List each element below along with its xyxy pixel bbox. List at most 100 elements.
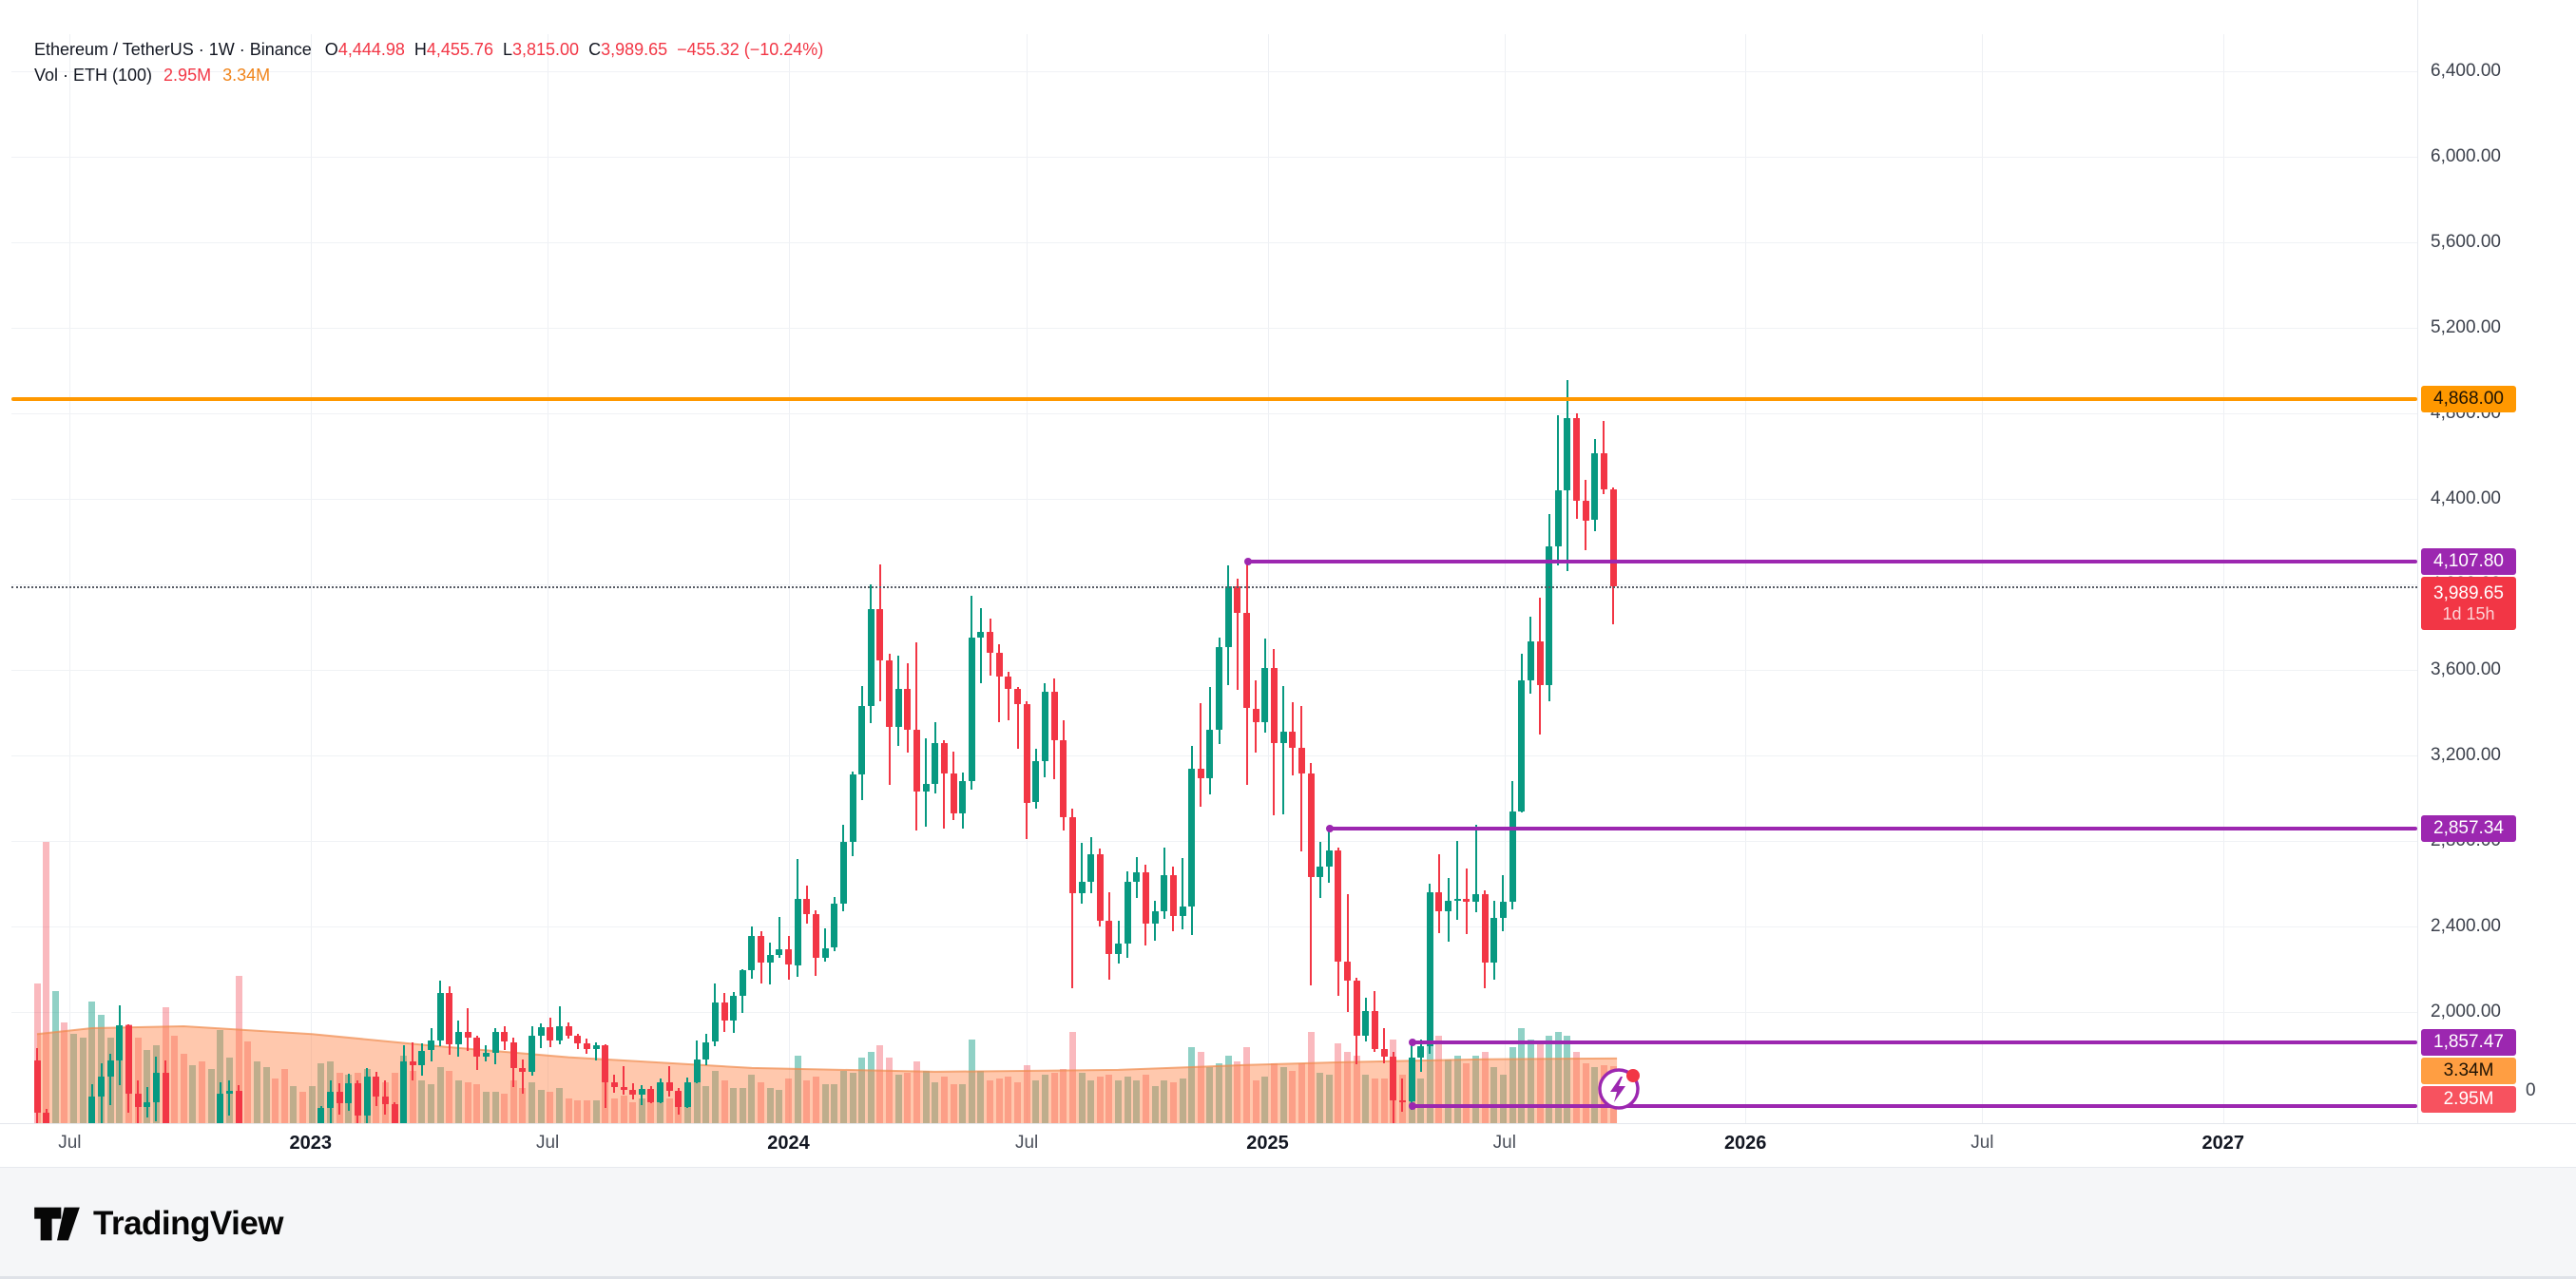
candle-wick: [540, 1023, 543, 1049]
volume-bar: [207, 1068, 215, 1123]
candle-body: [932, 742, 939, 785]
candle-body: [1279, 732, 1287, 743]
candle-wick: [1016, 687, 1019, 750]
candle-wick: [943, 740, 946, 829]
candle-body: [1426, 892, 1433, 1046]
candle-body: [381, 1096, 389, 1105]
candle-body: [162, 1072, 169, 1123]
volume-bar: [1032, 1080, 1040, 1123]
candle-body: [1206, 730, 1214, 778]
price-tick-label: 4,400.00: [2431, 488, 2501, 508]
volume-bar: [409, 1070, 416, 1123]
axis-badge-vol-ma[interactable]: 3.34M: [2421, 1058, 2516, 1085]
axis-badge-line-1857[interactable]: 1,857.47: [2421, 1029, 2516, 1057]
volume-bar: [665, 1098, 673, 1123]
horizontal-line[interactable]: [1326, 825, 2417, 833]
volume-bar: [748, 1075, 756, 1123]
volume-bar: [739, 1088, 746, 1123]
lightning-bolt-icon: [1610, 1077, 1625, 1102]
volume-bar: [1536, 1043, 1544, 1123]
candle-body: [1005, 676, 1012, 690]
candle-wick: [1383, 1027, 1386, 1063]
candle-body: [748, 936, 756, 971]
horizontal-line[interactable]: [1409, 1039, 2417, 1047]
candle-body: [1335, 850, 1342, 963]
volume-bar: [308, 1086, 316, 1123]
horizontal-line[interactable]: [11, 396, 2417, 401]
chart-plot-area[interactable]: [0, 0, 2417, 1123]
price-axis[interactable]: 6,400.00 6,000.00 5,600.00 5,200.00 4,800.00…: [2417, 0, 2576, 1123]
candle-body: [1499, 902, 1507, 918]
axis-badge-ath[interactable]: 4,868.00: [2421, 385, 2516, 412]
candle-body: [1582, 501, 1589, 521]
volume-bar: [244, 1041, 252, 1123]
candle-wick: [1200, 702, 1202, 807]
candle-body: [1564, 417, 1571, 490]
candle-body: [602, 1044, 609, 1083]
ohlc-low: L3,815.00: [502, 39, 580, 59]
candle-body: [1554, 490, 1562, 546]
axis-badge-line-2857[interactable]: 2,857.34: [2421, 815, 2516, 843]
candle-body: [657, 1082, 663, 1102]
candle-body: [491, 1032, 499, 1053]
volume-bar: [932, 1082, 939, 1123]
time-tick-label: Jul: [58, 1133, 82, 1153]
candle-wick: [824, 928, 826, 963]
axis-badge-vol-last[interactable]: 2.95M: [2421, 1086, 2516, 1114]
volume-bar: [730, 1088, 738, 1123]
volume-bar: [70, 1034, 78, 1123]
candle-body: [454, 1032, 462, 1044]
candle-body: [565, 1025, 572, 1036]
horizontal-line[interactable]: [1243, 557, 2417, 565]
volume-bar: [867, 1051, 875, 1123]
volume-bar: [1243, 1047, 1250, 1123]
volume-bar: [1105, 1075, 1113, 1123]
horizontal-line[interactable]: [1409, 1102, 2417, 1110]
volume-bar: [1261, 1077, 1269, 1123]
time-tick-label: Jul: [535, 1133, 560, 1153]
volume-bar: [574, 1099, 582, 1123]
tradingview-logo[interactable]: TradingView: [32, 1199, 284, 1249]
candle-body: [418, 1050, 426, 1066]
axis-badge-last-price[interactable]: 3,989.65 1d 15h: [2421, 576, 2516, 630]
candle-body: [739, 970, 746, 997]
volume-bar: [1371, 1079, 1378, 1123]
candle-wick: [1282, 685, 1284, 814]
volume-zero-label: 0: [2526, 1080, 2536, 1100]
candle-body: [317, 1108, 325, 1123]
volume-bar: [1115, 1080, 1122, 1123]
axis-badge-line-4107[interactable]: 4,107.80: [2421, 547, 2516, 575]
volume-bar: [1325, 1075, 1333, 1123]
gridline-vertical: [1982, 34, 1984, 1123]
volume-bar: [1417, 1079, 1425, 1123]
candle-body: [1445, 901, 1452, 912]
candle-wick: [109, 1053, 112, 1105]
volume-bar: [51, 991, 59, 1123]
volume-bar: [1142, 1075, 1149, 1123]
candle-body: [1023, 704, 1030, 803]
flash-lightning-icon[interactable]: [1596, 1066, 1642, 1112]
volume-bar: [1481, 1051, 1489, 1123]
volume-bar: [1509, 1047, 1516, 1123]
volume-bar: [519, 1088, 527, 1123]
candle-body: [1390, 1057, 1397, 1101]
volume-bar: [812, 1077, 819, 1123]
volume-bar: [217, 1030, 224, 1123]
candle-body: [1234, 586, 1241, 614]
gridline-horizontal: [11, 242, 2417, 243]
volume-bar: [1289, 1070, 1297, 1123]
candle-body: [867, 608, 875, 707]
volume-indicator-label[interactable]: Vol · ETH (100): [34, 65, 153, 85]
volume-bar: [995, 1079, 1003, 1123]
candle-body: [959, 781, 967, 813]
time-axis[interactable]: Jul 2023 Jul 2024 Jul 2025 Jul 2026 Jul 2027: [0, 1123, 2576, 1168]
candle-body: [327, 1091, 334, 1109]
time-tick-label: 2023: [289, 1133, 333, 1154]
candle-body: [886, 659, 893, 727]
gridline-horizontal: [11, 670, 2417, 671]
candle-wick: [623, 1066, 625, 1095]
candle-body: [1087, 853, 1095, 882]
candle-body: [1261, 667, 1269, 723]
symbol-title[interactable]: Ethereum / TetherUS · 1W · Binance: [34, 39, 312, 59]
volume-bar: [849, 1073, 856, 1123]
